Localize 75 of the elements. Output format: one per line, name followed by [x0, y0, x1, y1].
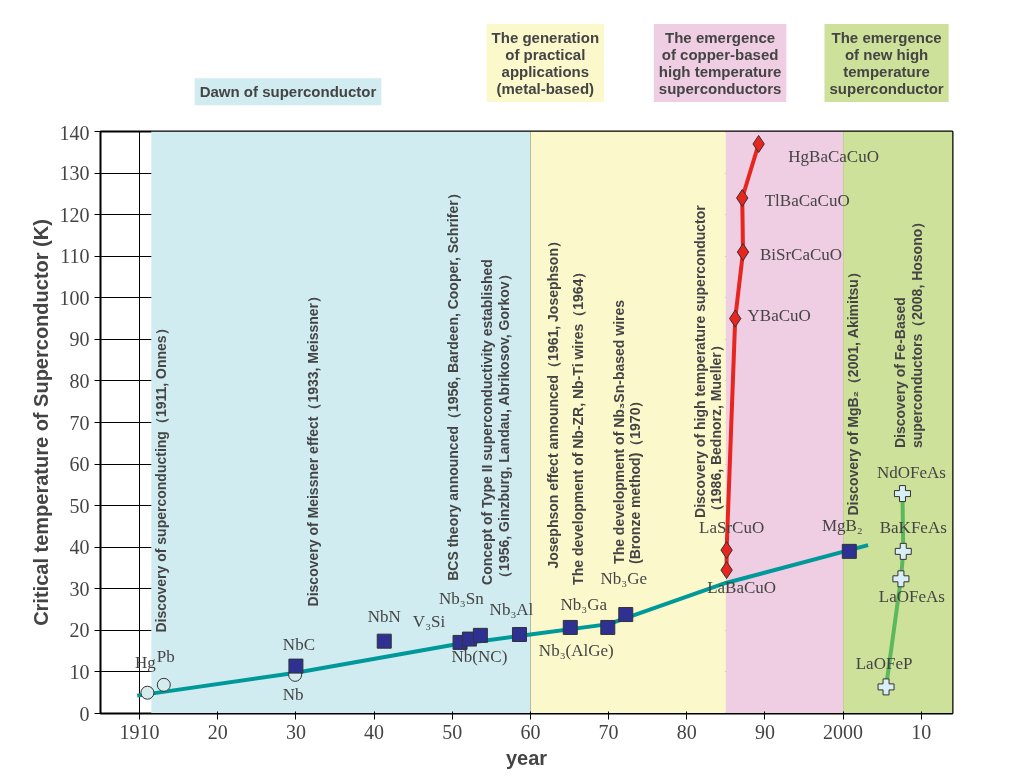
annotation: Pb: [156, 647, 175, 667]
x-axis-title: year: [505, 746, 548, 769]
x-tick-label: 30: [285, 720, 306, 743]
x-tick-label: 80: [676, 720, 697, 743]
y-tick-label: 20: [69, 619, 90, 642]
point: [156, 677, 171, 692]
point: [562, 619, 578, 635]
annotation: The development of Nb-ZR, Nb-Ti wires（1964）: [570, 264, 587, 585]
x-tick-label: 20: [207, 720, 228, 743]
band-label: The emergence of copper-based high temperature superconductors: [658, 29, 782, 97]
point: [288, 658, 304, 674]
y-tick-label: 70: [69, 411, 90, 434]
annotation: Discovery of superconducting（1911, Onnes）: [152, 321, 169, 633]
x-tick-label: 1910: [119, 720, 160, 743]
point: [877, 678, 895, 696]
annotation: The development of Nb₃Sn-based wires (Bronze method)（1970）: [610, 299, 644, 564]
annotation: YBaCuO: [747, 306, 811, 326]
point: [893, 485, 911, 503]
annotation: NbC: [282, 634, 315, 654]
y-tick-label: 100: [59, 286, 90, 309]
band-label: The generation of practical applications (metal-based): [491, 29, 600, 97]
annotation: TlBaCaCuO: [764, 190, 850, 210]
y-tick-label: 60: [69, 453, 90, 476]
y-tick-label: 30: [69, 577, 90, 600]
point: [736, 243, 750, 262]
y-tick-label: 110: [60, 245, 90, 268]
annotation: LaBaCuO: [707, 577, 777, 597]
x-tick-label: 70: [598, 720, 619, 743]
annotation: Discovery of high temperature superconductor （1986, Bednorz, Mueller）: [691, 204, 725, 518]
annotation: Nb₃Sn: [439, 588, 485, 608]
x-tick-label: 2000: [823, 720, 864, 743]
annotation: Nb₃Ge: [600, 569, 648, 589]
y-tick-label: 140: [59, 121, 90, 144]
annotation: BCS theory announced（1956, Bardeen, Cooper, Schrifer）: [445, 186, 462, 581]
annotation: Discovery of Fe-Based superconductors（2008, Hosono）: [891, 214, 925, 449]
point: [600, 619, 616, 635]
annotation: Nb₃Ga: [560, 594, 608, 614]
y-tick-label: 120: [59, 203, 90, 226]
annotation: Nb: [282, 685, 304, 705]
annotation: BiSrCaCuO: [759, 244, 843, 264]
band-label: The emergence of new high temperature superconductor: [829, 29, 944, 97]
y-tick-label: 50: [69, 494, 90, 517]
annotation: Discovery of MgB₂（2001, Akimitsu）: [844, 265, 861, 516]
point: [894, 542, 912, 560]
x-tick-label: 40: [364, 720, 385, 743]
point: [892, 570, 910, 588]
annotation: Concept of Type II superconductivity established （1956, Ginzburg, Landau, Abrikosov, Gorkov）: [479, 259, 513, 585]
y-axis-title: Critical temperature of Superconductor (K): [29, 219, 52, 626]
y-tick-label: 80: [69, 369, 90, 392]
point: [140, 685, 155, 700]
band-label: Dawn of superconductor: [199, 83, 377, 101]
annotation: Nb₃Al: [489, 600, 534, 620]
x-tick-label: 60: [520, 720, 541, 743]
point: [618, 607, 634, 623]
annotation: V₃Si: [412, 611, 446, 631]
point: [841, 543, 857, 559]
annotation: Discovery of Meissner effect（1933, Meissner）: [305, 288, 322, 607]
annotation: HgBaCaCuO: [788, 147, 879, 167]
point: [472, 627, 488, 643]
annotation: MgB₂: [821, 515, 863, 535]
y-tick-label: 90: [69, 328, 90, 351]
point: [376, 633, 392, 649]
y-tick-label: 130: [59, 162, 90, 185]
point: [511, 627, 527, 643]
y-tick-label: 0: [79, 702, 90, 725]
x-tick-label: 10: [911, 720, 932, 743]
y-tick-label: 40: [69, 536, 90, 559]
annotation: Josephson effect announced（1961, Josephson）: [544, 234, 561, 569]
annotation: Nb₃(AlGe): [538, 640, 614, 660]
annotation: NbN: [367, 606, 401, 626]
x-tick-label: 90: [754, 720, 775, 743]
annotation: NdOFeAs: [877, 463, 946, 483]
x-tick-label: 50: [442, 720, 463, 743]
y-tick-label: 10: [69, 660, 90, 683]
annotation: Nb(NC): [451, 646, 508, 666]
